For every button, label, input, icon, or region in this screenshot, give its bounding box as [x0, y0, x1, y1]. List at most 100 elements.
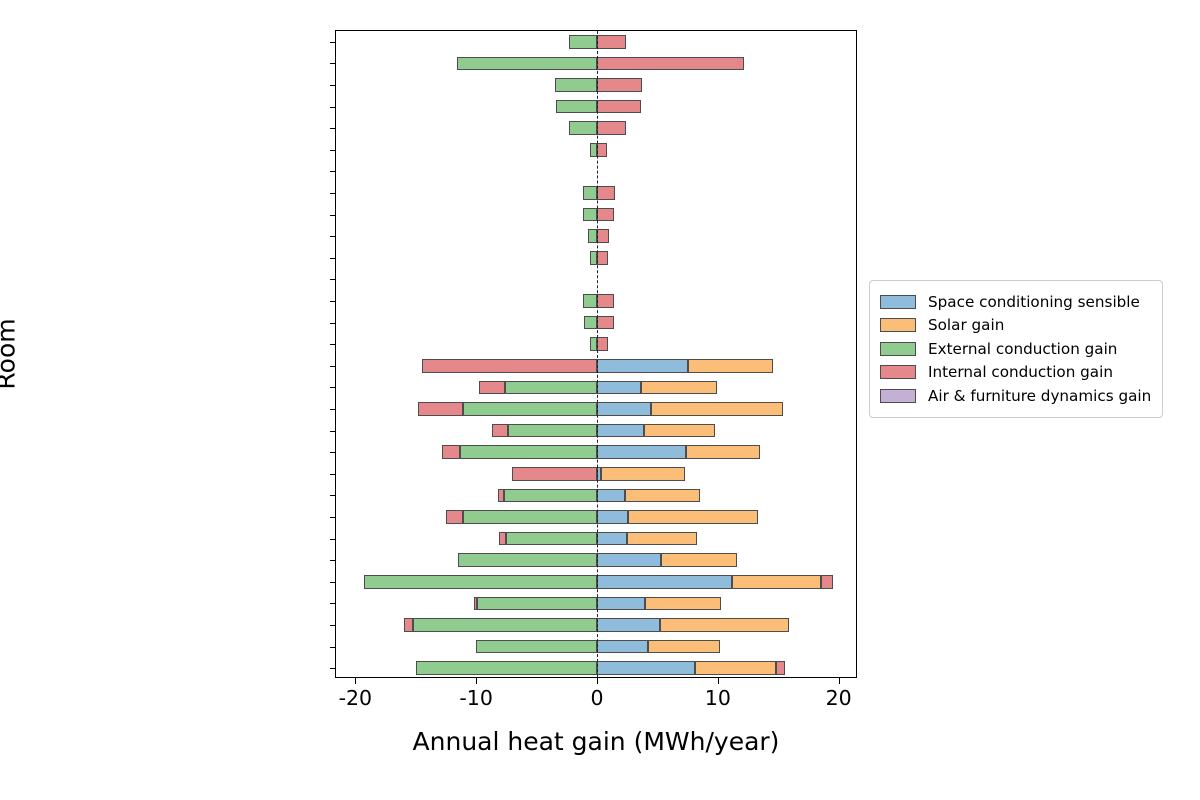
bar-row — [336, 315, 856, 330]
y-tick — [329, 625, 336, 626]
bar-segment — [694, 661, 776, 676]
y-tick — [329, 387, 336, 389]
bar-row — [336, 56, 856, 71]
bar-segment — [476, 639, 597, 654]
y-tick — [329, 128, 336, 130]
x-tick — [717, 677, 719, 684]
bar-segment — [597, 294, 614, 308]
bar-segment — [597, 34, 626, 49]
y-tick — [329, 581, 336, 583]
legend-label: External conduction gain — [928, 339, 1118, 358]
y-tick — [329, 193, 336, 194]
legend: Space conditioning sensible Solar gain Ext… — [869, 280, 1164, 418]
bar-row — [336, 402, 856, 416]
bar-row — [336, 445, 856, 460]
bar-segment — [820, 574, 833, 589]
bar-segment — [505, 380, 597, 395]
y-tick — [329, 171, 336, 173]
bar-segment — [640, 380, 717, 395]
legend-swatch — [880, 294, 916, 309]
bar-row — [336, 250, 856, 265]
bar-segment — [597, 553, 662, 568]
bar-row — [336, 380, 856, 395]
bar-segment — [597, 207, 614, 222]
bar-segment — [597, 661, 695, 676]
bar-segment — [597, 423, 645, 438]
bar-row — [336, 207, 856, 222]
bar-segment — [732, 574, 821, 589]
bar-row — [336, 661, 856, 676]
bar-row — [336, 639, 856, 654]
zero-reference-line — [597, 31, 598, 677]
bar-segment — [628, 510, 758, 524]
bar-segment — [590, 142, 597, 157]
bar-row — [336, 294, 856, 308]
bar-segment — [555, 99, 597, 114]
legend-label: Internal conduction gain — [928, 363, 1113, 382]
bar-segment — [403, 618, 414, 632]
bar-row — [336, 574, 856, 589]
bar-segment — [644, 423, 716, 438]
y-tick — [329, 365, 336, 367]
bar-segment — [415, 661, 597, 676]
bar-segment — [507, 423, 597, 438]
bar-segment — [597, 445, 687, 460]
legend-swatch — [880, 365, 916, 380]
bar-row — [336, 358, 856, 373]
y-axis-title: Room — [0, 318, 21, 390]
bar-segment — [506, 531, 597, 546]
bar-row — [336, 165, 856, 179]
x-tick-label: 20 — [825, 686, 852, 710]
bar-segment — [661, 553, 738, 568]
bar-segment — [460, 445, 597, 460]
bar-row — [336, 466, 856, 481]
bar-row — [336, 531, 856, 546]
y-tick — [329, 668, 336, 670]
bar-segment — [418, 402, 463, 416]
bar-row — [336, 99, 856, 114]
bar-segment — [456, 56, 597, 71]
legend-swatch — [880, 388, 916, 403]
bar-segment — [659, 618, 790, 632]
y-tick — [329, 430, 336, 432]
bar-row — [336, 510, 856, 524]
y-tick — [329, 517, 336, 518]
bar-segment — [597, 618, 660, 632]
bar-segment — [651, 402, 784, 416]
y-tick — [329, 560, 336, 562]
bar-segment — [597, 186, 616, 200]
bar-segment — [597, 99, 641, 114]
y-tick — [329, 452, 336, 454]
bar-segment — [624, 488, 700, 503]
x-tick-label: -10 — [459, 686, 493, 710]
bar-row — [336, 618, 856, 632]
bar-segment — [597, 574, 733, 589]
bar-segment — [462, 510, 597, 524]
y-tick — [329, 409, 336, 410]
bar-segment — [597, 639, 648, 654]
bar-segment — [589, 337, 597, 352]
y-tick — [329, 149, 336, 151]
bar-row — [336, 488, 856, 503]
bar-segment — [597, 315, 614, 330]
bar-row — [336, 186, 856, 200]
x-tick-label: -20 — [338, 686, 373, 710]
y-tick — [329, 538, 336, 540]
bar-segment — [589, 250, 597, 265]
x-tick — [597, 677, 598, 684]
bar-segment — [421, 358, 597, 373]
bar-segment — [645, 596, 722, 611]
bar-segment — [458, 553, 597, 568]
bar-segment — [597, 358, 688, 373]
y-tick — [329, 257, 336, 259]
bar-segment — [497, 488, 504, 503]
bar-segment — [597, 402, 652, 416]
bar-segment — [473, 596, 478, 611]
legend-label: Solar gain — [928, 316, 1005, 335]
bar-segment — [442, 445, 461, 460]
bar-segment — [491, 423, 508, 438]
bar-segment — [597, 596, 646, 611]
bar-segment — [601, 466, 685, 481]
bar-segment — [597, 250, 608, 265]
bar-segment — [554, 78, 597, 92]
